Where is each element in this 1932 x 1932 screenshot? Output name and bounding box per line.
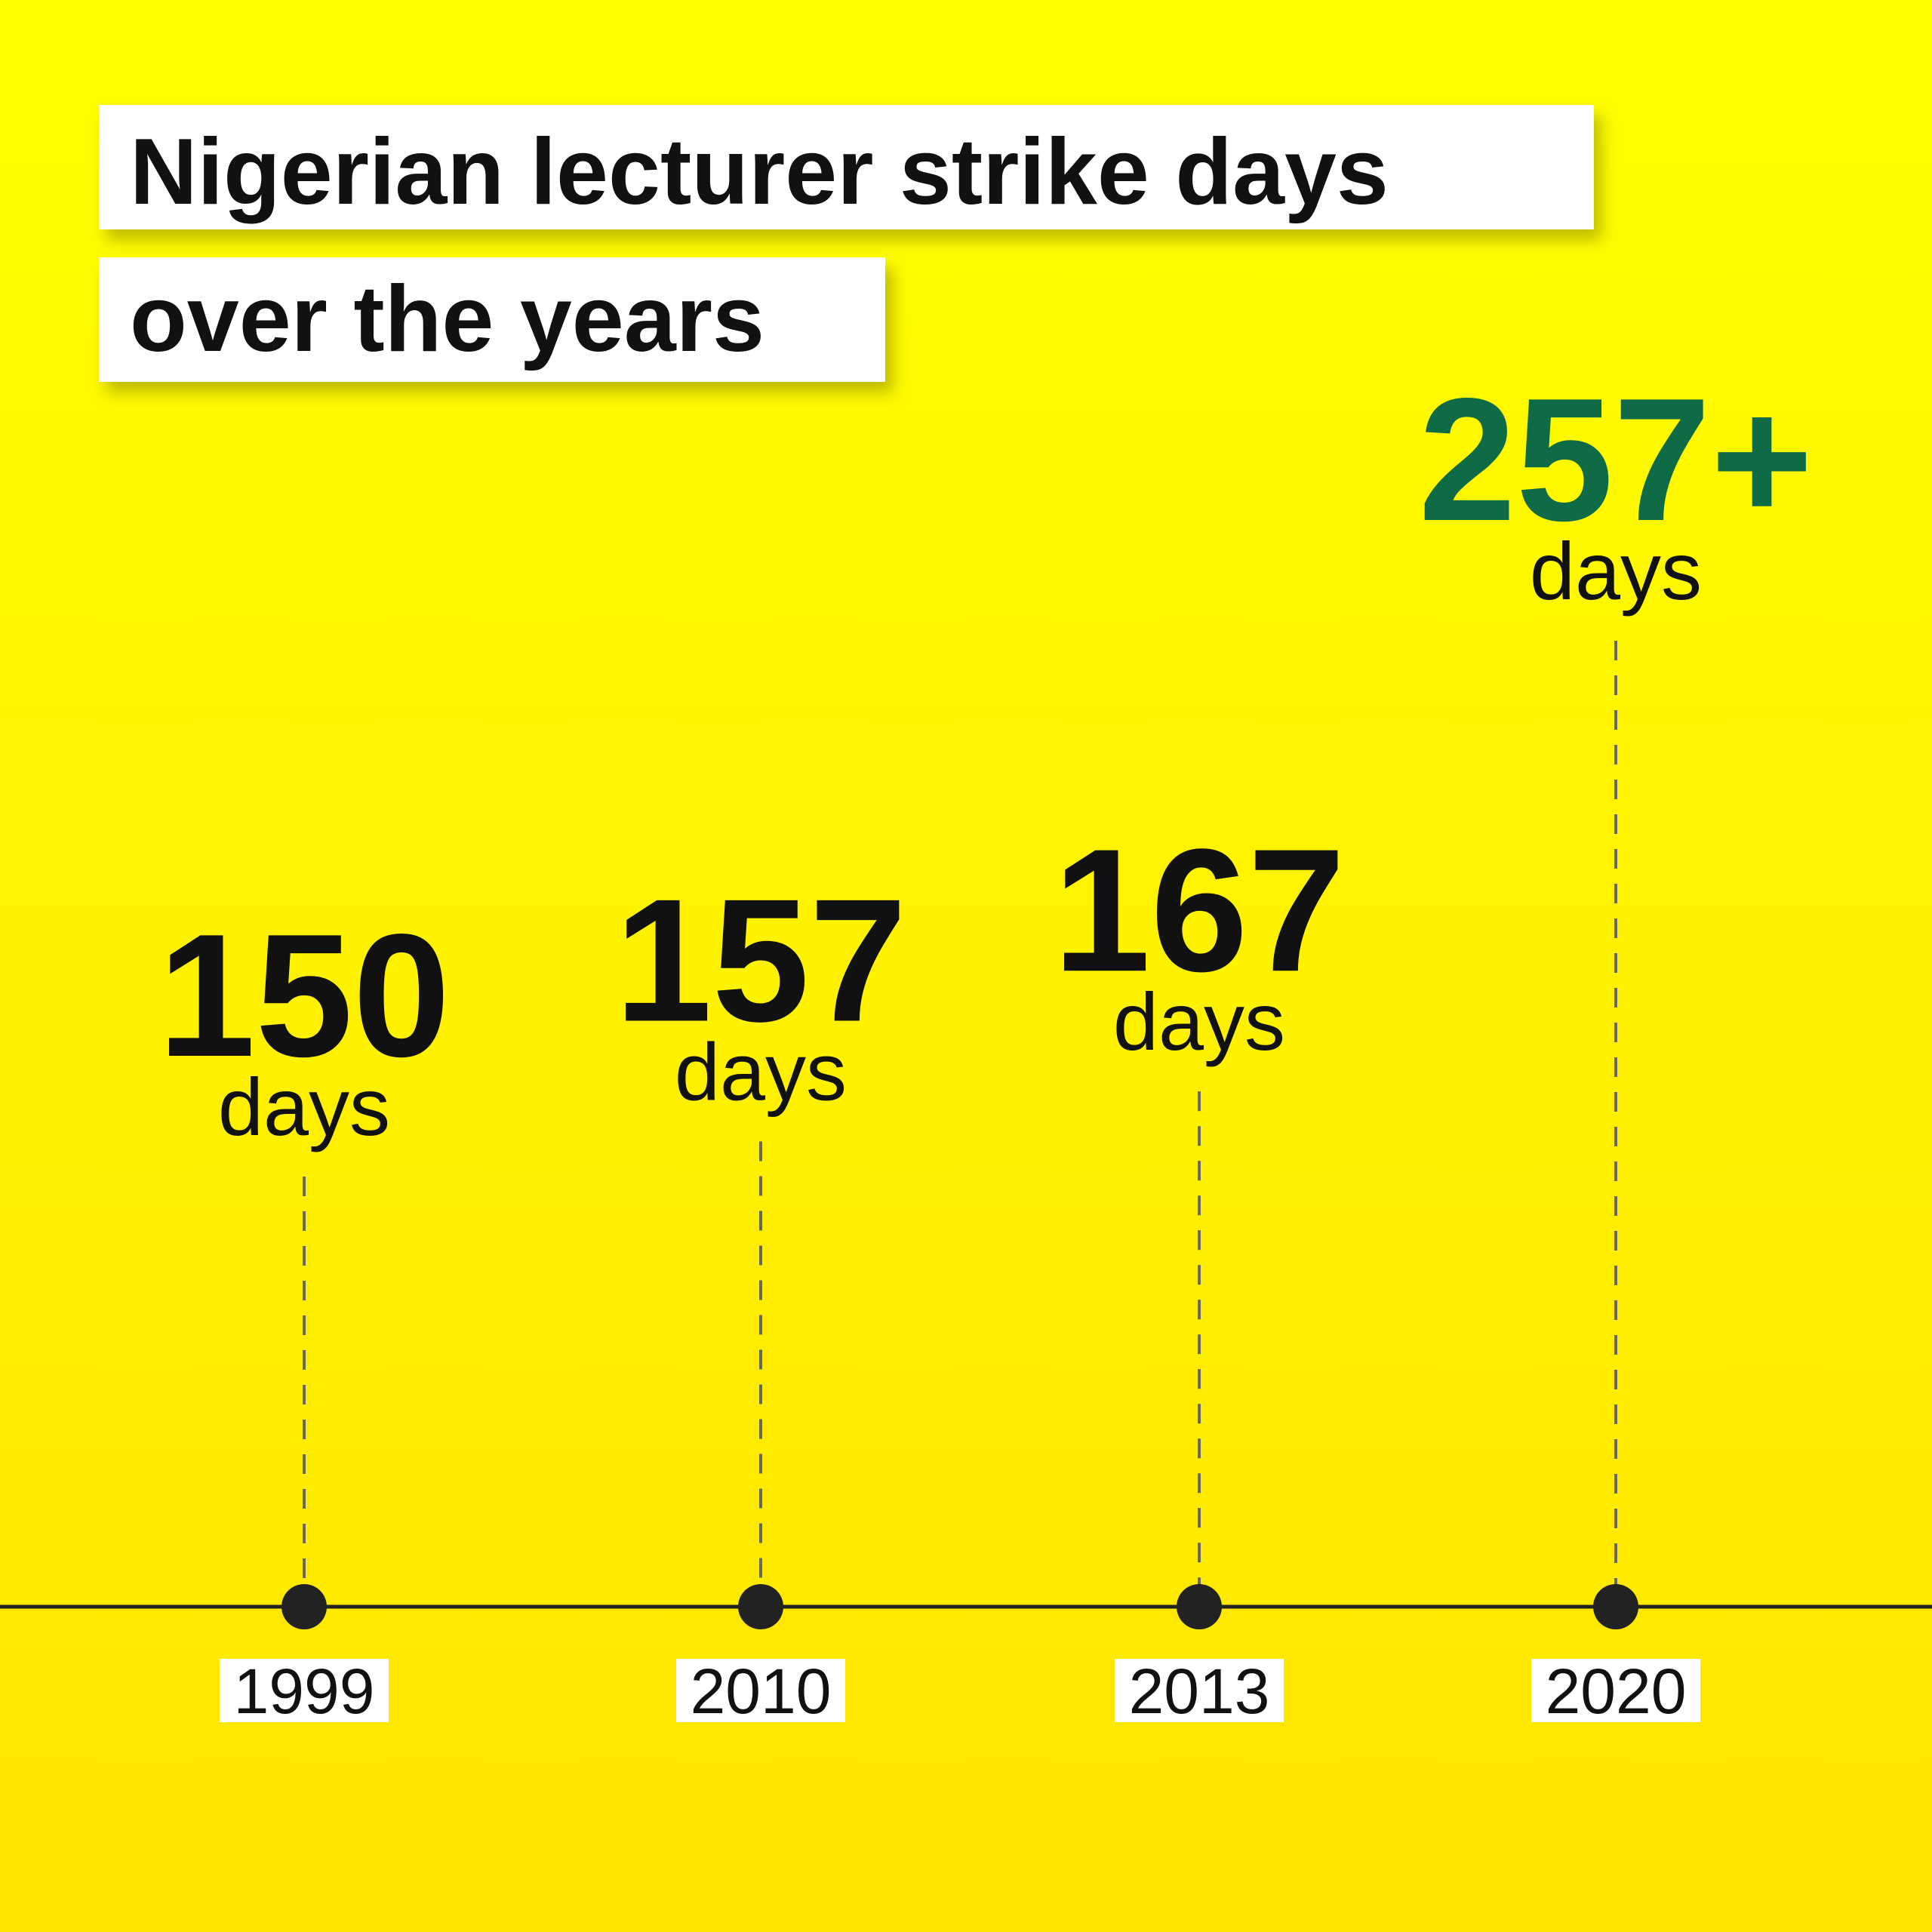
year-label: 2020 (1546, 1656, 1687, 1727)
value-label: 257+ (1419, 362, 1814, 558)
chart-title: Nigerian lecturer strike days (130, 120, 1389, 224)
title-box (99, 257, 885, 382)
value-label: 157 (614, 863, 906, 1059)
year-label: 1999 (234, 1656, 375, 1727)
value-label: 150 (158, 898, 450, 1094)
year-label: 2013 (1129, 1656, 1270, 1727)
year-box (220, 1659, 389, 1722)
year-label: 2010 (691, 1656, 832, 1727)
year-box (1531, 1659, 1700, 1722)
point (738, 1584, 783, 1629)
year-box (1115, 1659, 1284, 1722)
chart-title: over the years (130, 267, 764, 371)
value-label: 167 (1053, 813, 1345, 1008)
year-box (676, 1659, 845, 1722)
unit-label: days (675, 1026, 847, 1118)
unit-label: days (1113, 976, 1285, 1067)
unit-label: days (218, 1061, 390, 1152)
point (1177, 1584, 1222, 1629)
point (1593, 1584, 1638, 1629)
unit-label: days (1530, 525, 1702, 617)
point (281, 1584, 327, 1629)
title-box (99, 105, 1594, 229)
